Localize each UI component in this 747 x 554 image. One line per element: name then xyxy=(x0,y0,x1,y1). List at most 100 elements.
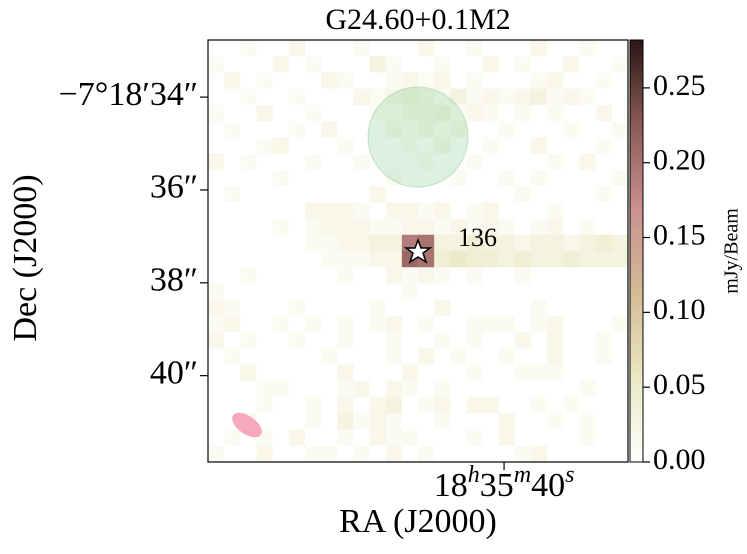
pixel xyxy=(304,218,322,236)
pixel xyxy=(272,283,290,301)
pixel xyxy=(272,186,290,203)
pixel xyxy=(385,397,403,414)
pixel xyxy=(418,332,435,349)
pixel xyxy=(272,445,290,463)
pixel xyxy=(595,397,613,414)
pixel xyxy=(531,283,548,301)
pixel xyxy=(531,56,548,73)
pixel xyxy=(321,56,338,73)
pixel xyxy=(418,299,435,317)
pixel xyxy=(595,121,613,138)
pixel xyxy=(563,251,581,268)
pixel xyxy=(547,283,564,301)
pixel xyxy=(498,348,516,366)
pixel xyxy=(466,251,484,268)
pixel xyxy=(498,104,516,122)
pixel xyxy=(450,169,467,187)
pixel xyxy=(611,234,629,252)
pixel xyxy=(434,429,451,447)
pixel xyxy=(401,299,419,317)
pixel xyxy=(224,397,241,414)
pixel xyxy=(595,56,613,73)
pixel xyxy=(563,445,581,463)
pixel xyxy=(450,40,467,57)
pixel xyxy=(208,397,225,414)
pixel xyxy=(385,234,403,252)
pixel xyxy=(288,413,306,431)
pixel xyxy=(353,56,371,73)
pixel xyxy=(547,315,564,333)
pixel xyxy=(321,202,338,220)
pixel xyxy=(418,137,435,155)
pixel xyxy=(466,169,484,187)
pixel xyxy=(466,332,484,349)
pixel xyxy=(563,267,581,284)
pixel xyxy=(450,348,467,366)
pixel xyxy=(337,251,354,268)
pixel xyxy=(595,104,613,122)
pixel xyxy=(466,364,484,382)
pixel xyxy=(353,380,371,398)
pixel xyxy=(385,137,403,155)
pixel xyxy=(579,169,597,187)
pixel xyxy=(240,137,257,155)
pixel xyxy=(208,364,225,382)
pixel xyxy=(240,40,257,57)
pixel xyxy=(353,413,371,431)
pixel xyxy=(531,234,548,252)
pixel xyxy=(595,40,613,57)
pixel xyxy=(288,234,306,252)
pixel xyxy=(256,315,274,333)
pixel xyxy=(531,315,548,333)
pixel xyxy=(531,251,548,268)
pixel xyxy=(547,364,564,382)
pixel xyxy=(353,299,371,317)
pixel xyxy=(434,267,451,284)
pixel xyxy=(531,380,548,398)
pixel xyxy=(304,332,322,349)
pixel xyxy=(240,72,257,90)
pixel xyxy=(385,40,403,57)
pixel xyxy=(321,137,338,155)
pixel xyxy=(224,445,241,463)
pixel xyxy=(547,397,564,414)
pixel xyxy=(418,267,435,284)
pixel xyxy=(531,445,548,463)
pixel xyxy=(272,429,290,447)
pixel xyxy=(304,169,322,187)
pixel xyxy=(434,299,451,317)
pixel xyxy=(304,397,322,414)
pixel xyxy=(288,202,306,220)
pixel xyxy=(353,169,371,187)
pixel xyxy=(531,104,548,122)
pixel xyxy=(208,251,225,268)
pixel xyxy=(466,413,484,431)
pixel xyxy=(514,169,532,187)
pixel xyxy=(321,234,338,252)
pixel xyxy=(547,121,564,138)
pixel xyxy=(418,364,435,382)
pixel xyxy=(514,137,532,155)
pixel xyxy=(466,40,484,57)
pixel xyxy=(531,169,548,187)
pixel xyxy=(385,104,403,122)
pixel xyxy=(498,251,516,268)
pixel xyxy=(272,267,290,284)
pixel xyxy=(353,153,371,171)
pixel xyxy=(353,104,371,122)
pixel xyxy=(272,413,290,431)
pixel xyxy=(401,186,419,203)
pixel xyxy=(434,88,451,106)
pixel xyxy=(304,299,322,317)
pixel xyxy=(498,88,516,106)
pixel xyxy=(208,315,225,333)
pixel xyxy=(272,251,290,268)
pixel xyxy=(256,445,274,463)
pixel xyxy=(482,104,500,122)
pixel xyxy=(466,445,484,463)
pixel xyxy=(547,169,564,187)
pixel xyxy=(611,413,629,431)
pixel xyxy=(401,121,419,138)
pixel xyxy=(224,364,241,382)
pixel xyxy=(531,364,548,382)
